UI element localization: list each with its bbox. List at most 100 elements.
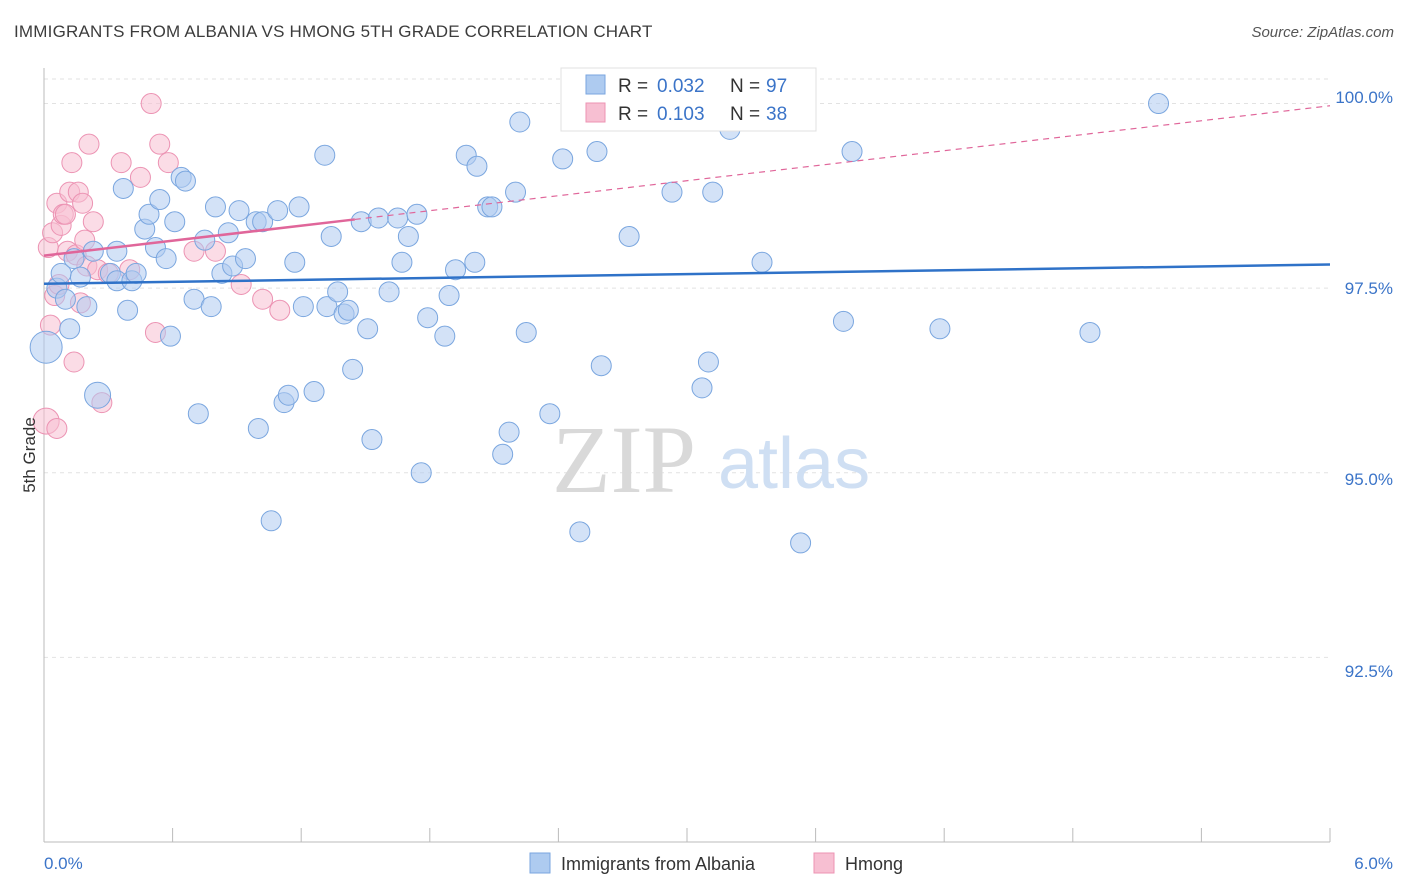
hmong-point <box>72 192 94 214</box>
albania-point <box>320 225 342 247</box>
hmong-point <box>78 133 100 155</box>
gridlines <box>44 78 1330 658</box>
legend-item-albania[interactable]: Immigrants from Albania <box>529 852 756 874</box>
albania-point <box>790 532 812 554</box>
stats-n-label: N = <box>730 76 760 97</box>
albania-point <box>539 403 561 425</box>
series-albania <box>29 93 1170 554</box>
x-axis-ticks <box>43 828 1331 842</box>
albania-point <box>327 281 349 303</box>
y-tick-label: 100.0% <box>1335 88 1393 107</box>
legend: Immigrants from Albania Hmong <box>529 852 903 874</box>
hmong-point <box>110 152 132 174</box>
albania-point <box>247 417 269 439</box>
albania-point <box>284 251 306 273</box>
hmong-point <box>230 273 252 295</box>
stats-r-value-albania: 0.032 <box>657 76 705 97</box>
legend-label-albania: Immigrants from Albania <box>561 854 756 874</box>
source-note: Source: ZipAtlas.com <box>1251 24 1394 41</box>
hmong-trend-extension <box>354 105 1331 221</box>
stats-r-label: R = <box>618 104 648 125</box>
albania-point <box>149 189 171 211</box>
stats-n-value-hmong: 38 <box>766 104 787 125</box>
y-axis-title: 5th Grade <box>20 417 39 493</box>
albania-point <box>832 310 854 332</box>
albania-point <box>702 181 724 203</box>
hmong-point <box>46 417 68 439</box>
albania-point <box>194 229 216 251</box>
legend-swatch-albania <box>529 852 551 874</box>
albania-point <box>492 443 514 465</box>
albania-point <box>586 141 608 163</box>
albania-point <box>569 521 591 543</box>
stats-swatch-hmong <box>585 102 606 123</box>
watermark-atlas: atlas <box>718 424 870 504</box>
hmong-point <box>54 203 76 225</box>
albania-point <box>159 325 181 347</box>
legend-label-hmong: Hmong <box>845 854 903 874</box>
chart-title: IMMIGRANTS FROM ALBANIA VS HMONG 5TH GRA… <box>14 22 653 41</box>
hmong-trend-line <box>43 218 355 257</box>
albania-point <box>1148 93 1170 115</box>
stats-swatch-albania <box>585 74 606 95</box>
stats-box: R = 0.032 N = 97 R = 0.103 N = 38 <box>560 67 817 132</box>
albania-point <box>438 285 460 307</box>
stats-r-label: R = <box>618 76 648 97</box>
albania-point <box>391 251 413 273</box>
albania-point <box>234 248 256 270</box>
albania-point <box>292 296 314 318</box>
albania-point <box>434 325 456 347</box>
albania-point <box>509 111 531 133</box>
albania-point <box>76 296 98 318</box>
albania-point <box>618 225 640 247</box>
albania-point <box>445 259 467 281</box>
albania-point <box>59 318 81 340</box>
hmong-point <box>140 93 162 115</box>
hmong-point <box>149 133 171 155</box>
albania-point <box>357 318 379 340</box>
albania-point <box>303 381 325 403</box>
albania-point <box>125 262 147 284</box>
albania-point <box>481 196 503 218</box>
albania-point <box>228 200 250 222</box>
albania-point <box>260 510 282 532</box>
hmong-point <box>82 211 104 233</box>
stats-n-value-albania: 97 <box>766 76 787 97</box>
albania-point <box>498 421 520 443</box>
hmong-point <box>61 152 83 174</box>
albania-point <box>929 318 951 340</box>
albania-point <box>505 181 527 203</box>
albania-point <box>552 148 574 170</box>
albania-point <box>164 211 186 233</box>
legend-swatch-hmong <box>813 852 835 874</box>
hmong-point <box>269 299 291 321</box>
albania-point <box>751 251 773 273</box>
albania-point <box>204 196 226 218</box>
albania-point <box>697 351 719 373</box>
albania-point <box>397 225 419 247</box>
albania-point <box>417 307 439 329</box>
albania-point <box>267 200 289 222</box>
y-tick-label: 92.5% <box>1345 662 1393 681</box>
albania-point <box>288 196 310 218</box>
albania-point <box>387 207 409 229</box>
albania-point <box>378 281 400 303</box>
albania-point <box>314 144 336 166</box>
albania-point <box>337 299 359 321</box>
albania-point <box>841 141 863 163</box>
hmong-point <box>63 351 85 373</box>
legend-item-hmong[interactable]: Hmong <box>813 852 903 874</box>
albania-point <box>691 377 713 399</box>
albania-point <box>466 155 488 177</box>
albania-point <box>277 384 299 406</box>
albania-point <box>661 181 683 203</box>
albania-point <box>117 299 139 321</box>
albania-point <box>200 296 222 318</box>
x-tick-label-min: 0.0% <box>44 854 83 873</box>
albania-point <box>112 177 134 199</box>
albania-point <box>350 211 372 233</box>
hmong-point <box>157 152 179 174</box>
hmong-point <box>129 166 151 188</box>
stats-r-value-hmong: 0.103 <box>657 104 705 125</box>
